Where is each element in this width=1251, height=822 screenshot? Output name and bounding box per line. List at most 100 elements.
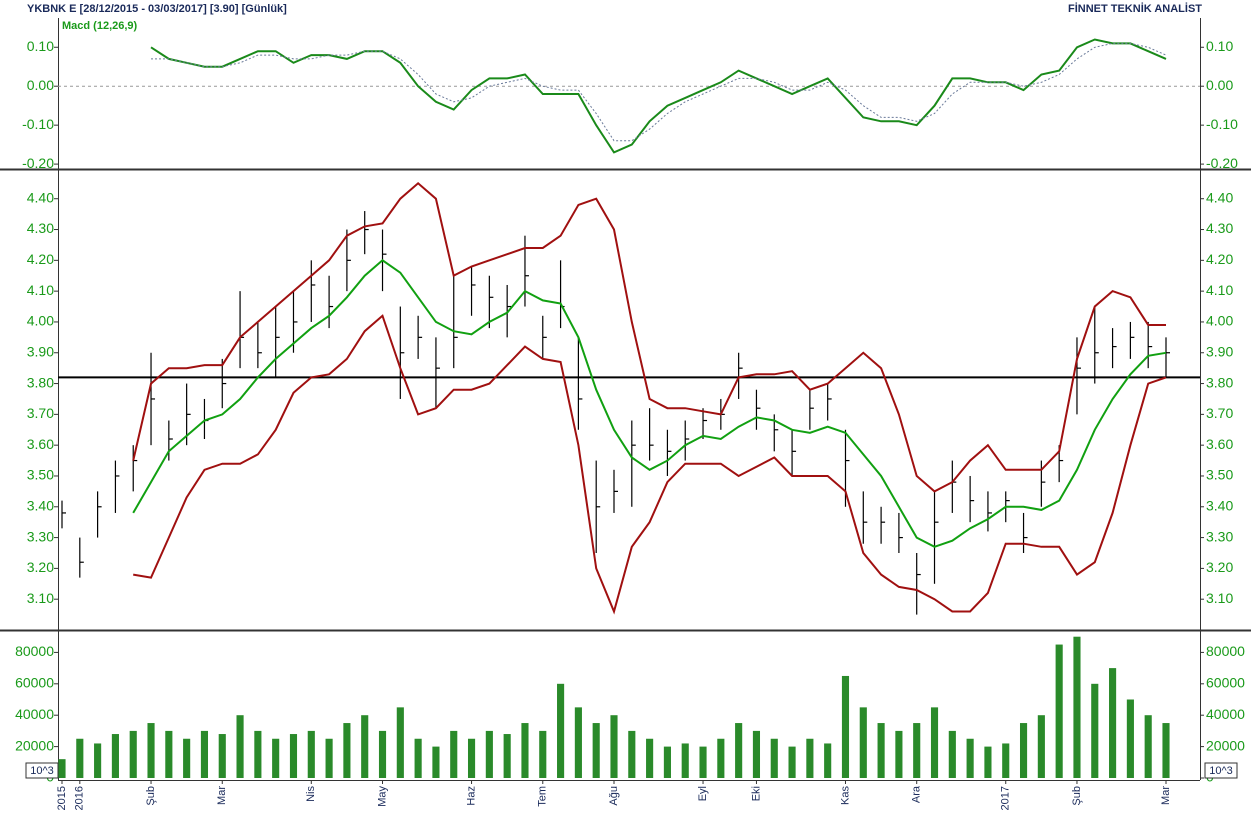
volume-bar [913, 723, 921, 778]
volume-bar [200, 730, 209, 778]
x-tick-label: 2015 [56, 786, 68, 810]
volume-bar [681, 743, 689, 778]
series-line [132, 181, 1166, 493]
y-tick-label: 20000 [1206, 737, 1245, 753]
volume-bar [396, 707, 404, 778]
y-tick-label: 3.10 [1206, 590, 1233, 606]
y-tick-label: 4.30 [27, 220, 54, 236]
volume-bar [717, 738, 725, 778]
y-tick-label: 80000 [15, 643, 54, 659]
unit-label: 10^3 [1209, 765, 1233, 777]
volume-bar [557, 683, 565, 778]
y-tick-label: 3.50 [1206, 467, 1233, 483]
y-tick-label: 4.40 [1206, 189, 1233, 205]
volume-bar [824, 743, 832, 778]
y-tick-label: 3.10 [27, 590, 54, 606]
y-tick-label: 4.10 [1206, 282, 1233, 298]
panel-title: Macd (12,26,9) [62, 20, 138, 32]
volume-bar [307, 730, 315, 778]
x-tick-label: 2017 [1000, 786, 1012, 810]
volume-bar [984, 746, 992, 778]
unit-box [1204, 762, 1238, 779]
series-line [151, 42, 1167, 142]
volume-bar [165, 730, 173, 778]
y-tick-label: 3.60 [27, 436, 54, 452]
volume-bar [361, 715, 369, 778]
volume-bar [254, 730, 262, 778]
y-tick-label: -0.20 [22, 155, 54, 171]
x-tick-label: Ara [911, 785, 923, 803]
volume-bar [1002, 743, 1010, 778]
y-tick-label: 4.40 [27, 189, 54, 205]
y-tick-label: -0.10 [1206, 116, 1238, 132]
volume-bar [699, 746, 707, 778]
y-tick-label: 0.00 [1206, 77, 1233, 93]
volume-bar [289, 734, 298, 778]
volume-bar [539, 730, 547, 778]
volume-bar [129, 730, 137, 778]
y-tick-label: 3.20 [1206, 559, 1233, 575]
volume-bar [1019, 723, 1028, 778]
x-tick-label: Şub [1071, 786, 1083, 806]
x-tick-label: Eyl [697, 786, 709, 801]
volume-bar [414, 738, 422, 778]
y-tick-label: 3.70 [1206, 405, 1233, 421]
volume-bar [1073, 636, 1081, 778]
y-tick-label: 3.40 [27, 497, 54, 513]
volume-bar [183, 738, 191, 778]
volume-bar [76, 738, 84, 778]
y-tick-label: 3.30 [27, 528, 54, 544]
volume-bar [735, 723, 743, 778]
unit-label: 10^3 [30, 765, 54, 777]
volume-bar [628, 730, 636, 778]
volume-bar [503, 734, 511, 778]
volume-bar [467, 738, 476, 778]
volume-bar [966, 738, 974, 778]
volume-bar [1162, 723, 1170, 778]
volume-bar [485, 730, 493, 778]
volume-bar [378, 730, 387, 778]
volume-bar [218, 734, 226, 778]
volume-bar [592, 723, 600, 778]
volume-bar [1037, 715, 1045, 778]
x-tick-label: Nis [305, 786, 317, 802]
y-tick-label: 4.00 [27, 313, 54, 329]
x-tick-label: 2016 [74, 786, 86, 810]
x-tick-label: Mar [1160, 786, 1172, 805]
volume-bar [859, 707, 867, 778]
volume-bar [930, 707, 939, 778]
header-brand: FİNNET TEKNİK ANALİST [1068, 2, 1202, 15]
volume-bar [663, 746, 671, 778]
volume-bar [1109, 668, 1117, 778]
y-tick-label: 3.90 [27, 343, 54, 359]
volume-bar [272, 738, 280, 778]
y-tick-label: 4.20 [27, 251, 54, 267]
y-tick-label: 3.80 [27, 374, 54, 390]
y-tick-label: 0.10 [27, 38, 54, 54]
volume-bar [610, 715, 618, 778]
x-tick-label: Haz [465, 786, 477, 806]
volume-bar [1055, 644, 1063, 778]
volume-bar [646, 738, 654, 778]
volume-bar [147, 723, 155, 778]
x-tick-label: Kas [839, 786, 851, 805]
volume-bar [1144, 715, 1152, 778]
x-tick-label: May [376, 786, 388, 807]
volume-bar [806, 738, 814, 778]
volume-bar [788, 746, 796, 778]
volume-bar [841, 675, 850, 778]
y-tick-label: 4.20 [1206, 251, 1233, 267]
y-tick-label: 3.90 [1206, 343, 1233, 359]
y-tick-label: 60000 [15, 675, 54, 691]
series-line [132, 259, 1167, 548]
y-tick-label: -0.10 [22, 116, 54, 132]
y-tick-label: 3.30 [1206, 528, 1233, 544]
volume-bar [770, 738, 778, 778]
volume-bar [325, 738, 333, 778]
y-tick-label: -0.20 [1206, 155, 1238, 171]
volume-bar [521, 723, 529, 778]
y-tick-label: 4.30 [1206, 220, 1233, 236]
y-tick-label: 80000 [1206, 643, 1245, 659]
